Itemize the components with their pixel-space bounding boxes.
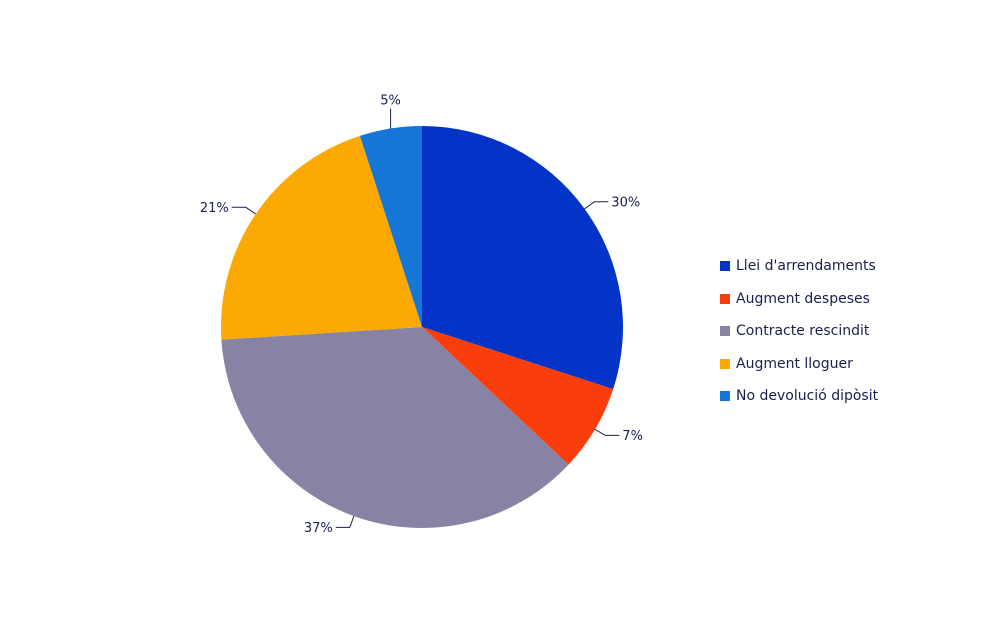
legend-swatch xyxy=(720,358,730,369)
pie-value-label: 5% xyxy=(380,94,401,109)
legend-item-llei-arrendaments: Llei d'arrendaments xyxy=(720,250,878,283)
pie-value-label: 7% xyxy=(622,429,643,444)
legend-label: Contracte rescindit xyxy=(736,323,870,340)
pie-slice-augment-despeses xyxy=(422,327,614,465)
pie-value-label: 30% xyxy=(611,195,640,210)
pie-leader-line xyxy=(584,201,609,210)
legend-label: Llei d'arrendaments xyxy=(736,258,876,275)
pie-leader-line xyxy=(594,428,620,436)
legend: Llei d'arrendaments Augment despeses Con… xyxy=(720,250,878,413)
pie-leader-line xyxy=(231,206,257,215)
legend-label: No devolució dipòsit xyxy=(736,388,879,405)
pie-slice-llei-d-arrendaments xyxy=(422,126,623,390)
legend-swatch xyxy=(720,391,730,402)
legend-label: Augment despeses xyxy=(736,290,870,307)
legend-swatch xyxy=(720,293,730,304)
legend-item-contracte-rescindit: Contracte rescindit xyxy=(720,315,878,348)
pie-slice-augment-lloguer xyxy=(221,135,422,340)
pie-value-label: 37% xyxy=(304,521,333,536)
legend-swatch xyxy=(720,326,730,337)
legend-swatch xyxy=(720,261,730,272)
pie-slice-no-devolucio-diposit xyxy=(359,126,422,327)
legend-label: Augment lloguer xyxy=(736,355,853,372)
legend-item-no-devolucio-diposit: No devolució dipòsit xyxy=(720,380,878,413)
pie-slice-contracte-rescindit xyxy=(221,327,569,528)
legend-item-augment-lloguer: Augment lloguer xyxy=(720,348,878,381)
pie-labels: 30% 7% 37% 21% 5% xyxy=(200,94,643,536)
pie-slices xyxy=(221,126,623,528)
pie-value-label: 21% xyxy=(200,201,229,216)
legend-item-augment-despeses: Augment despeses xyxy=(720,283,878,316)
pie-leader-line xyxy=(335,515,355,528)
